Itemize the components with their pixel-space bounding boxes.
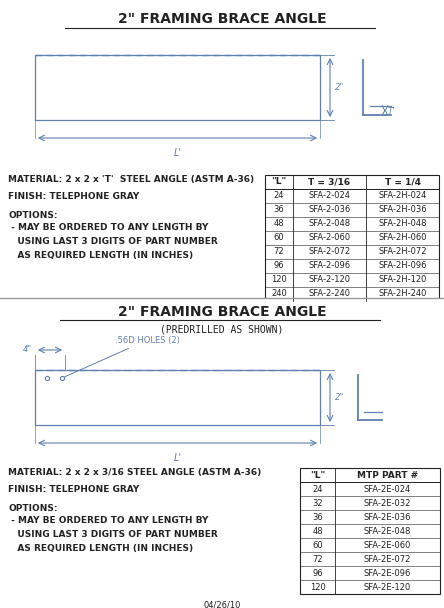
- Text: SFA-2-096: SFA-2-096: [309, 261, 351, 271]
- Text: MTP PART #: MTP PART #: [357, 471, 418, 480]
- Bar: [0, 0, 444, 298]
- Text: L': L': [174, 148, 182, 158]
- Text: 24: 24: [274, 192, 284, 201]
- Text: SFA-2H-036: SFA-2H-036: [378, 206, 427, 215]
- Text: 2": 2": [335, 83, 344, 91]
- Text: 2" FRAMING BRACE ANGLE: 2" FRAMING BRACE ANGLE: [118, 305, 326, 319]
- Text: SFA-2-060: SFA-2-060: [309, 233, 351, 243]
- Text: 96: 96: [312, 568, 323, 578]
- Text: SFA-2E-032: SFA-2E-032: [364, 499, 411, 508]
- Text: SFA-2-240: SFA-2-240: [309, 289, 350, 299]
- Text: T = 3/16: T = 3/16: [309, 178, 351, 187]
- Text: OPTIONS:: OPTIONS:: [8, 504, 58, 513]
- Bar: [300, 468, 440, 594]
- Bar: [35, 55, 320, 120]
- Text: FINISH: TELEPHONE GRAY: FINISH: TELEPHONE GRAY: [8, 485, 139, 494]
- Text: T = 1/4: T = 1/4: [385, 178, 420, 187]
- Text: .56D HOLES (2): .56D HOLES (2): [64, 336, 180, 377]
- Text: 120: 120: [309, 582, 325, 592]
- Text: - MAY BE ORDERED TO ANY LENGTH BY: - MAY BE ORDERED TO ANY LENGTH BY: [8, 223, 208, 232]
- Text: USING LAST 3 DIGITS OF PART NUMBER: USING LAST 3 DIGITS OF PART NUMBER: [8, 530, 218, 539]
- Text: 24: 24: [312, 485, 323, 494]
- Text: 36: 36: [312, 513, 323, 522]
- Bar: [265, 175, 439, 301]
- Text: SFA-2H-048: SFA-2H-048: [378, 219, 427, 229]
- Text: 32: 32: [312, 499, 323, 508]
- Text: L': L': [174, 453, 182, 463]
- Text: 72: 72: [312, 554, 323, 564]
- Text: AS REQUIRED LENGTH (IN INCHES): AS REQUIRED LENGTH (IN INCHES): [8, 544, 193, 553]
- Text: T': T': [388, 106, 395, 116]
- Text: AS REQUIRED LENGTH (IN INCHES): AS REQUIRED LENGTH (IN INCHES): [8, 251, 193, 260]
- Text: SFA-2H-240: SFA-2H-240: [378, 289, 427, 299]
- Text: SFA-2E-024: SFA-2E-024: [364, 485, 411, 494]
- Text: - MAY BE ORDERED TO ANY LENGTH BY: - MAY BE ORDERED TO ANY LENGTH BY: [8, 516, 208, 525]
- Text: 2": 2": [335, 393, 344, 401]
- Text: 120: 120: [271, 275, 287, 285]
- Text: 60: 60: [274, 233, 284, 243]
- Text: SFA-2E-096: SFA-2E-096: [364, 568, 411, 578]
- Text: "L": "L": [310, 471, 325, 480]
- Text: 240: 240: [271, 289, 287, 299]
- Text: MATERIAL: 2 x 2 x 3/16 STEEL ANGLE (ASTM A-36): MATERIAL: 2 x 2 x 3/16 STEEL ANGLE (ASTM…: [8, 468, 261, 477]
- Bar: [0, 298, 444, 608]
- Text: (PREDRILLED AS SHOWN): (PREDRILLED AS SHOWN): [160, 324, 284, 334]
- Text: SFA-2-120: SFA-2-120: [309, 275, 350, 285]
- Text: SFA-2-072: SFA-2-072: [309, 247, 351, 257]
- Text: 36: 36: [274, 206, 284, 215]
- Text: MATERIAL: 2 x 2 x 'T'  STEEL ANGLE (ASTM A-36): MATERIAL: 2 x 2 x 'T' STEEL ANGLE (ASTM …: [8, 175, 254, 184]
- Text: SFA-2H-072: SFA-2H-072: [378, 247, 427, 257]
- Text: "L": "L": [271, 178, 287, 187]
- Text: USING LAST 3 DIGITS OF PART NUMBER: USING LAST 3 DIGITS OF PART NUMBER: [8, 237, 218, 246]
- Text: 04/26/10: 04/26/10: [203, 600, 241, 608]
- Text: SFA-2-036: SFA-2-036: [309, 206, 351, 215]
- Text: OPTIONS:: OPTIONS:: [8, 211, 58, 220]
- Text: 72: 72: [274, 247, 284, 257]
- Text: 48: 48: [274, 219, 284, 229]
- Text: SFA-2E-120: SFA-2E-120: [364, 582, 411, 592]
- Text: SFA-2E-048: SFA-2E-048: [364, 527, 411, 536]
- Text: 2" FRAMING BRACE ANGLE: 2" FRAMING BRACE ANGLE: [118, 12, 326, 26]
- Text: SFA-2H-096: SFA-2H-096: [378, 261, 427, 271]
- Text: 96: 96: [274, 261, 284, 271]
- Text: 4": 4": [23, 345, 32, 354]
- Text: 48: 48: [312, 527, 323, 536]
- Text: SFA-2-024: SFA-2-024: [309, 192, 350, 201]
- Bar: [35, 370, 320, 425]
- Text: SFA-2H-024: SFA-2H-024: [378, 192, 427, 201]
- Text: SFA-2H-060: SFA-2H-060: [378, 233, 427, 243]
- Text: SFA-2E-060: SFA-2E-060: [364, 541, 411, 550]
- Text: SFA-2E-036: SFA-2E-036: [364, 513, 411, 522]
- Text: FINISH: TELEPHONE GRAY: FINISH: TELEPHONE GRAY: [8, 192, 139, 201]
- Text: SFA-2E-072: SFA-2E-072: [364, 554, 411, 564]
- Text: SFA-2-048: SFA-2-048: [309, 219, 351, 229]
- Text: SFA-2H-120: SFA-2H-120: [378, 275, 427, 285]
- Text: 60: 60: [312, 541, 323, 550]
